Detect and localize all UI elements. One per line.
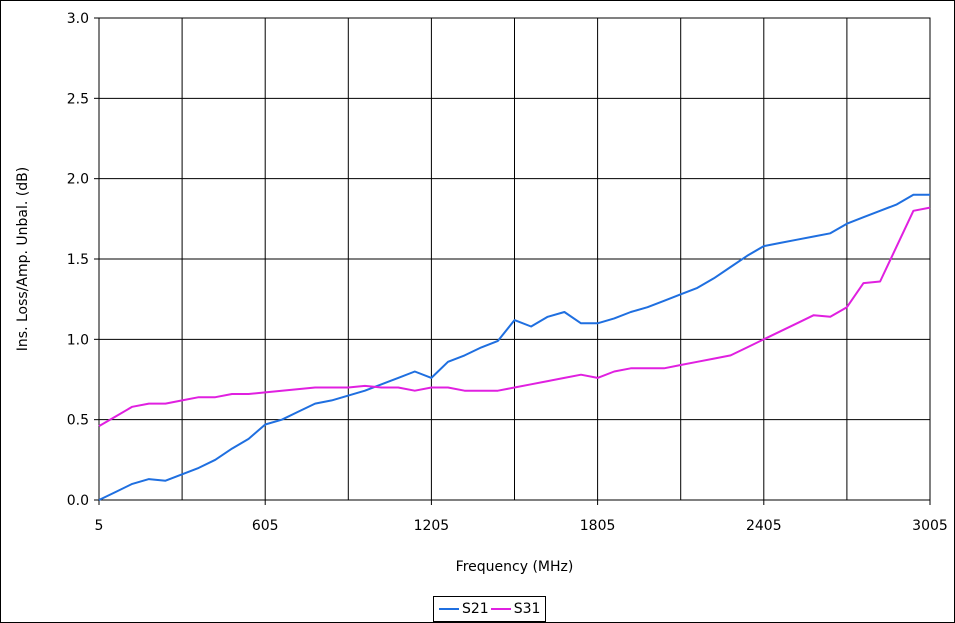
legend: S21 S31 <box>433 596 547 622</box>
y-tick-label: 3.0 <box>67 11 89 27</box>
y-axis-label: Ins. Loss/Amp. Unbal. (dB) <box>15 167 31 351</box>
series-line-s31 <box>98 206 931 427</box>
x-tick-labels: 5 605 1205 1805 2405 3005 <box>95 500 948 534</box>
x-tick-label: 605 <box>252 518 279 534</box>
legend-swatch-s31 <box>490 608 511 610</box>
x-tick-label: 1205 <box>414 518 450 534</box>
y-tick-label: 2.0 <box>67 172 89 188</box>
series-line-s21 <box>98 193 930 501</box>
x-tick-label: 3005 <box>912 518 948 534</box>
x-tick-label: 1805 <box>580 518 616 534</box>
series-lines <box>98 193 931 501</box>
y-tick-label: 1.5 <box>67 252 89 268</box>
y-tick-label: 0.5 <box>67 413 89 429</box>
x-axis-label: Frequency (MHz) <box>456 559 574 575</box>
y-tick-label: 0.0 <box>67 493 89 509</box>
legend-swatch-s21 <box>439 608 459 610</box>
legend-item-s31: S31 <box>490 601 541 617</box>
y-tick-label: 2.5 <box>67 91 89 107</box>
legend-item-s21: S21 <box>439 601 489 617</box>
legend-label-s31: S31 <box>513 601 541 617</box>
x-tick-label: 2405 <box>746 518 782 534</box>
x-tick-label: 5 <box>95 518 104 534</box>
legend-label-s21: S21 <box>462 601 489 617</box>
y-tick-label: 1.0 <box>67 332 89 348</box>
y-tick-labels: 0.0 0.5 1.0 1.5 2.0 2.5 3.0 <box>67 11 99 509</box>
grid-lines <box>99 18 930 500</box>
